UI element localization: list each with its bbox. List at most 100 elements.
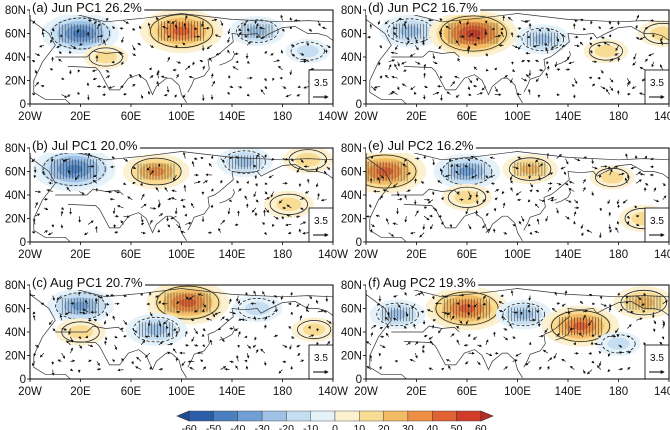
- wind-vector: [132, 83, 136, 87]
- coastline: [187, 301, 333, 368]
- wind-vector: [599, 232, 602, 239]
- wind-vector: [157, 69, 160, 75]
- panel-title: (e) Jul PC2 16.2%: [368, 138, 474, 153]
- wind-vector: [569, 365, 575, 370]
- wind-vector: [74, 174, 80, 181]
- wind-vector: [220, 158, 225, 163]
- anomaly-shading: [458, 167, 476, 176]
- wind-vector: [485, 53, 488, 57]
- wind-vector: [170, 215, 177, 220]
- x-tick-label: 100E: [504, 386, 531, 398]
- coastline: [219, 325, 235, 341]
- wind-vector: [229, 360, 234, 364]
- wind-vector: [485, 352, 493, 357]
- wind-vector: [494, 189, 500, 192]
- y-tick-label: 0: [356, 237, 362, 249]
- wind-vector: [561, 358, 566, 362]
- wind-vector: [163, 93, 168, 97]
- wind-vector: [227, 49, 230, 54]
- wind-vector: [281, 216, 285, 220]
- wind-vector: [229, 85, 234, 89]
- wind-vector: [565, 56, 570, 62]
- wind-vector: [430, 340, 434, 346]
- wind-vector: [300, 52, 305, 56]
- wind-vector: [289, 69, 293, 76]
- wind-vector: [550, 44, 557, 49]
- contour-line: [588, 41, 624, 61]
- wind-vector: [498, 301, 504, 305]
- anomaly-shading: [146, 324, 167, 336]
- wind-vector: [47, 232, 53, 236]
- coastline: [555, 188, 571, 204]
- wind-vector: [315, 183, 319, 188]
- anomaly-shading: [65, 164, 83, 174]
- wind-vector: [64, 311, 71, 315]
- wind-vector: [379, 75, 383, 79]
- wind-vector: [61, 352, 66, 359]
- wind-vector: [545, 46, 549, 54]
- wind-vector: [289, 344, 292, 350]
- wind-vector: [579, 301, 584, 305]
- coastline: [391, 188, 460, 196]
- y-tick-label: 0: [20, 374, 26, 386]
- wind-vector: [264, 316, 268, 321]
- x-tick-label: 20E: [406, 386, 427, 398]
- wind-vector: [553, 352, 557, 359]
- wind-vector: [493, 331, 496, 337]
- wind-vector: [653, 320, 657, 325]
- wind-vector: [246, 28, 250, 32]
- wind-vector: [234, 52, 239, 56]
- wind-vector: [264, 182, 268, 185]
- wind-vector: [305, 309, 310, 313]
- x-tick-label: 20E: [70, 111, 91, 123]
- wind-vector: [618, 308, 623, 313]
- wind-vector: [397, 17, 402, 21]
- wind-vector: [546, 28, 550, 32]
- wind-vector: [441, 311, 448, 315]
- wind-vector: [608, 166, 611, 170]
- wind-vector: [132, 53, 136, 56]
- anomaly-shading: [94, 50, 117, 64]
- wind-vector: [632, 61, 637, 66]
- wind-vector: [535, 310, 540, 313]
- wind-vector: [282, 157, 289, 161]
- wind-vector: [210, 73, 214, 79]
- wind-vector: [393, 294, 398, 298]
- wind-vector: [324, 158, 328, 164]
- wind-vector: [237, 31, 242, 38]
- wind-vector: [215, 52, 221, 56]
- wind-vector: [60, 224, 64, 229]
- wind-vector: [409, 53, 416, 57]
- wind-vector: [123, 20, 129, 24]
- wind-vector: [308, 295, 313, 300]
- panel-title: (b) Jul PC1 20.0%: [32, 138, 138, 153]
- wind-vector: [485, 212, 489, 217]
- wind-vector: [627, 366, 631, 370]
- colorbar-label: -20: [279, 423, 294, 430]
- wind-vector: [307, 325, 311, 329]
- wind-vector: [56, 295, 62, 301]
- wind-vector: [260, 89, 266, 95]
- wind-vector: [503, 231, 508, 235]
- wind-vector: [306, 42, 310, 46]
- anomaly-shading: [388, 309, 407, 320]
- wind-vector: [244, 35, 248, 38]
- wind-vector: [556, 36, 559, 42]
- wind-vector: [285, 94, 292, 98]
- wind-vector: [494, 197, 498, 201]
- wind-vector: [652, 33, 656, 38]
- x-tick-label: 60E: [457, 111, 478, 123]
- wind-vector: [56, 44, 62, 48]
- colorbar-label: 10: [353, 423, 365, 430]
- wind-vector: [615, 45, 619, 52]
- wind-vector: [131, 45, 136, 51]
- wind-vector: [662, 183, 666, 187]
- wind-vector: [232, 66, 239, 71]
- wind-vector: [146, 166, 151, 171]
- wind-vector: [214, 311, 221, 315]
- wind-vector: [155, 335, 159, 338]
- wind-vector: [392, 26, 398, 30]
- wind-vector: [167, 332, 170, 337]
- wind-vector: [573, 342, 577, 346]
- wind-vector: [639, 66, 646, 71]
